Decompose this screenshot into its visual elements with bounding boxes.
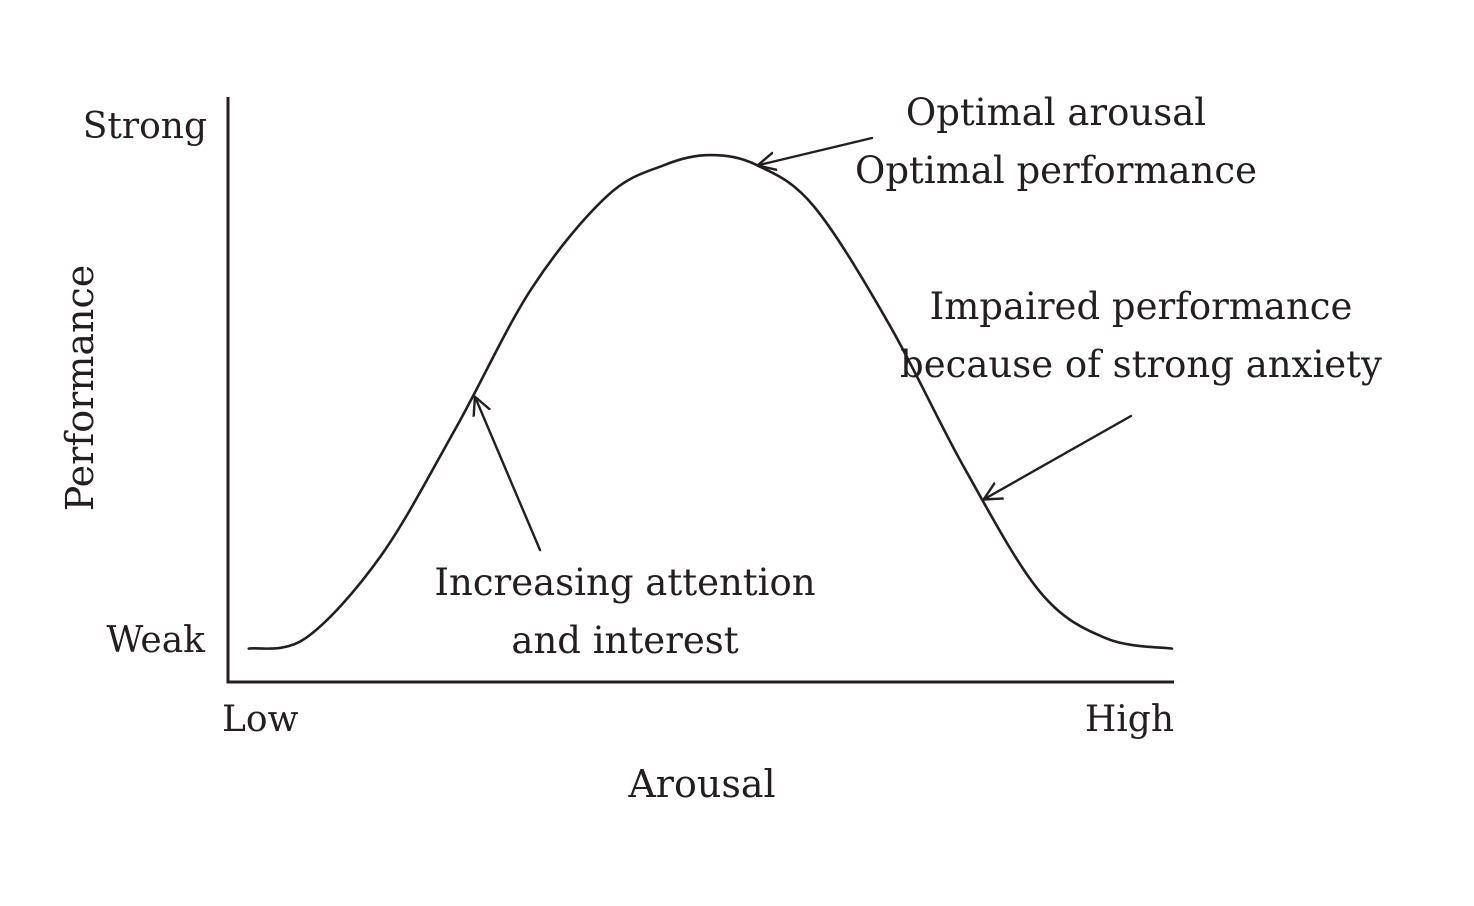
annotation-peak-arrow [756,136,874,165]
annotation-rising-line-1: Increasing attention [434,561,815,604]
y-tick-label-weak: Weak [106,620,206,661]
performance-curve [247,153,1174,650]
y-tick-label-strong: Strong [83,106,207,147]
annotation-falling-arrow [982,414,1133,501]
x-tick-label-high: High [1085,699,1174,740]
annotation-peak-line-1: Optimal arousal [906,91,1206,134]
annotation-rising-arrow [475,395,542,552]
annotation-falling-line-1: Impaired performance [930,285,1353,328]
x-axis-title: Arousal [627,762,775,806]
y-axis-title: Performance [58,265,102,512]
x-tick-label-low: Low [222,699,299,740]
annotation-peak-line-2: Optimal performance [855,149,1257,192]
annotation-rising-line-2: and interest [511,619,738,662]
annotation-falling-line-2: because of strong anxiety [900,343,1382,386]
